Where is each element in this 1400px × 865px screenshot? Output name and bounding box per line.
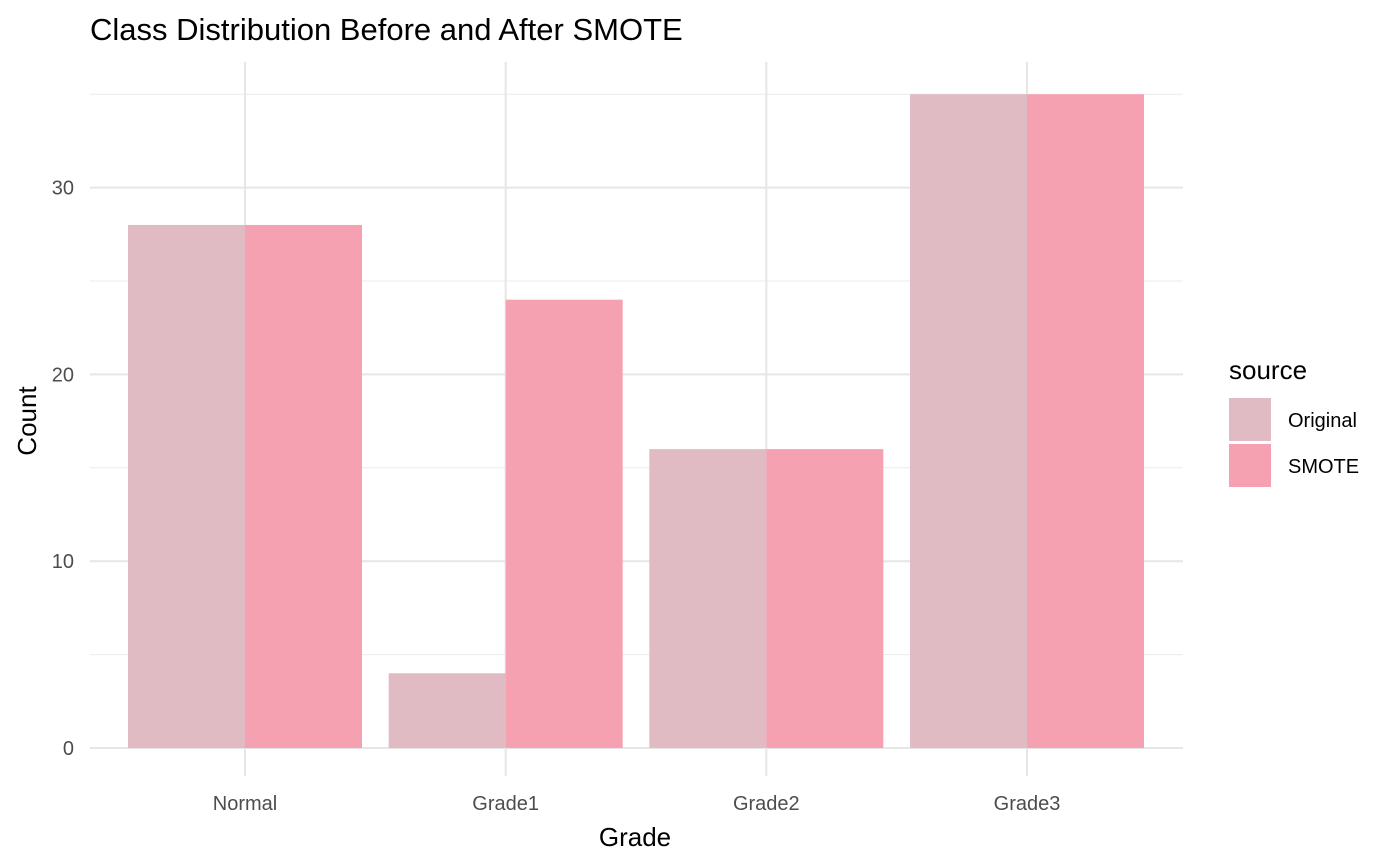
chart-title: Class Distribution Before and After SMOT… [90, 12, 683, 47]
legend-title: source [1229, 355, 1307, 385]
legend-label-smote: SMOTE [1288, 456, 1359, 478]
bar-original-grade1 [388, 673, 506, 748]
bar-original-grade3 [910, 94, 1028, 748]
x-tick-label: Grade2 [733, 793, 800, 815]
plot-area: 0 10 20 30 Normal Grade1 Grade2 Grade3 [52, 62, 1183, 815]
bar-smote-grade2 [766, 449, 884, 748]
bar-smote-normal [245, 224, 362, 748]
legend-label-original: Original [1288, 410, 1357, 432]
x-tick-label: Normal [213, 793, 277, 815]
y-tick-label: 10 [52, 551, 74, 573]
y-tick-label: 0 [63, 738, 74, 760]
x-axis-label: Grade [599, 822, 671, 852]
legend: source Original SMOTE [1229, 355, 1359, 487]
legend-key-smote [1229, 444, 1271, 487]
legend-key-original [1229, 398, 1271, 441]
x-tick-label: Grade3 [994, 793, 1061, 815]
x-tick-label: Grade1 [472, 793, 539, 815]
y-tick-label: 30 [52, 178, 74, 200]
bar-original-normal [128, 224, 245, 748]
bar-original-grade2 [649, 449, 767, 748]
bar-smote-grade1 [505, 299, 623, 748]
bar-smote-grade3 [1027, 94, 1145, 748]
y-tick-label: 20 [52, 364, 74, 386]
y-axis-label: Count [12, 386, 42, 456]
